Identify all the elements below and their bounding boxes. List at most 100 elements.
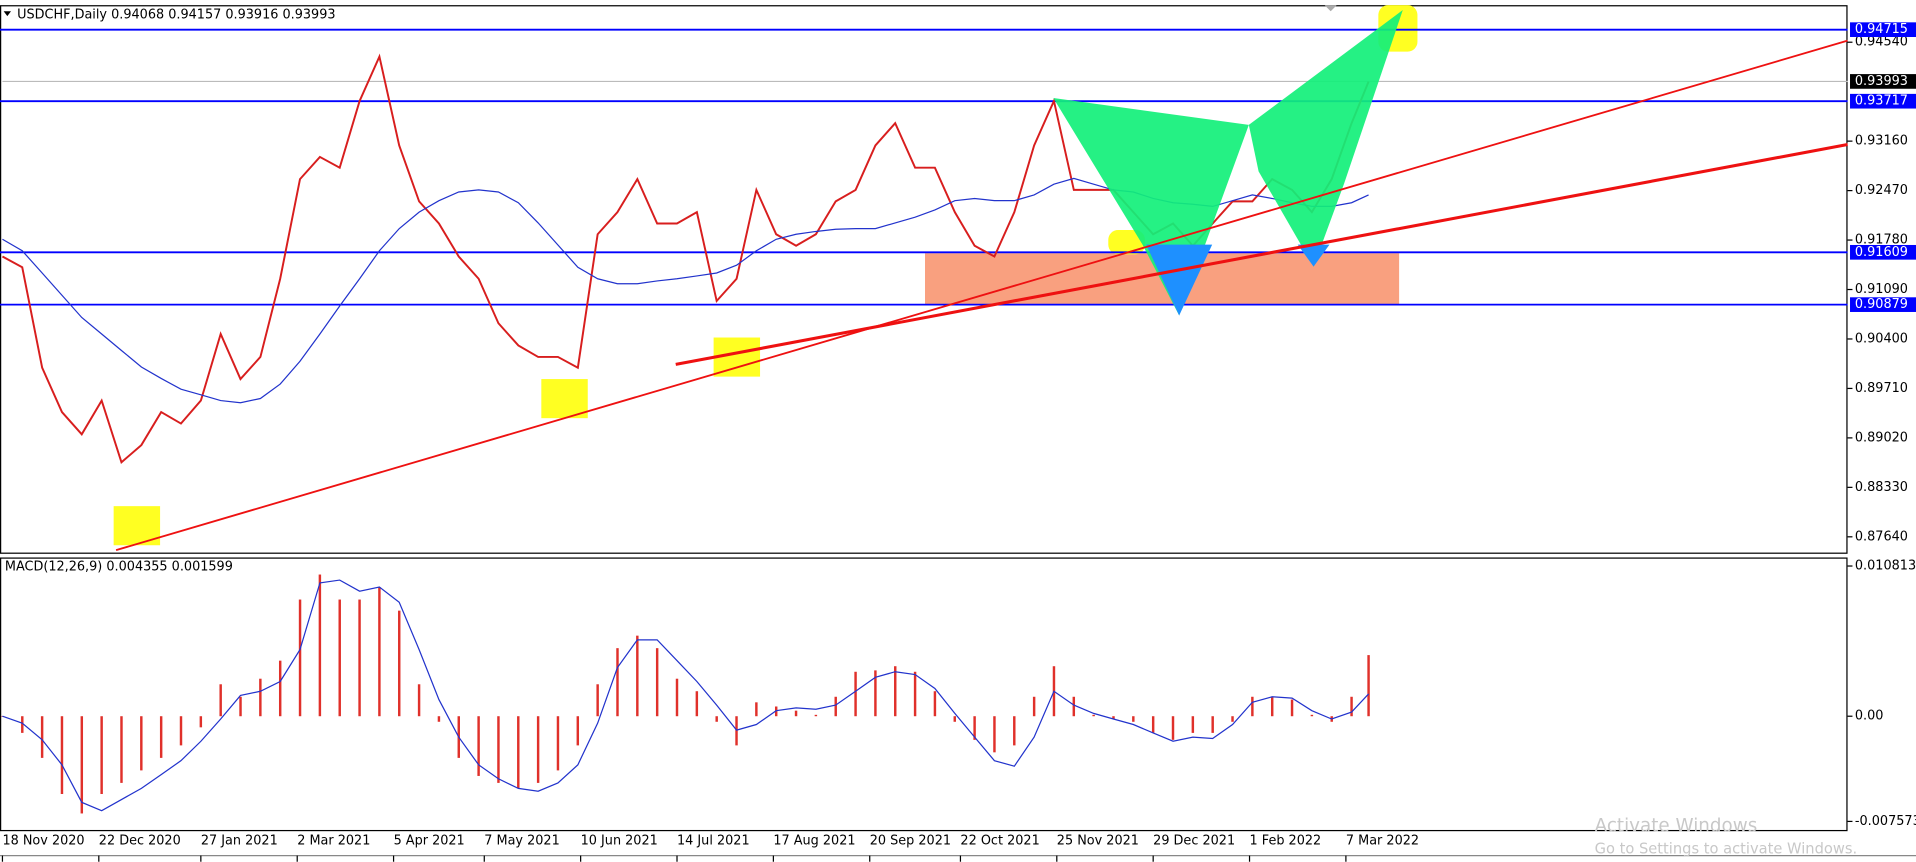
trend-line: [115, 39, 1848, 552]
level-label-box: [1850, 22, 1916, 38]
x-tick-label: 14 Jul 2021: [677, 833, 750, 848]
histogram-bar: [556, 716, 560, 771]
level-label: 0.94715: [1855, 22, 1908, 37]
histogram-bar: [298, 599, 302, 717]
histogram-bar: [913, 671, 917, 717]
histogram-bar: [1171, 716, 1175, 740]
histogram-bar: [199, 716, 203, 728]
histogram-bar: [80, 716, 84, 814]
histogram-bar: [159, 716, 163, 758]
histogram-bar: [1151, 716, 1155, 733]
histogram-bar: [219, 684, 222, 717]
histogram-bar: [536, 716, 540, 783]
x-tick-label: 1 Feb 2022: [1250, 833, 1322, 848]
x-tick-label: 7 May 2021: [484, 833, 559, 848]
histogram-bar: [1367, 655, 1370, 717]
series-line: [2, 579, 1370, 812]
histogram-bar: [636, 635, 639, 717]
y-tick-label: 0.89020: [1855, 430, 1908, 445]
histogram-bar: [1270, 696, 1274, 717]
histogram-bar: [1191, 716, 1195, 733]
histogram-bar: [755, 702, 758, 717]
y-tick-label: 0.010813: [1855, 559, 1916, 574]
x-tick-label: 22 Dec 2020: [99, 833, 181, 848]
pattern-point: [1297, 244, 1330, 267]
histogram-bar: [140, 716, 143, 771]
histogram-bar: [695, 691, 699, 717]
histogram-bar: [398, 610, 401, 717]
histogram-bar: [60, 716, 64, 795]
pattern-triangle: [1053, 98, 1249, 316]
histogram-bar: [179, 716, 183, 746]
highlight: [541, 379, 588, 419]
y-tick-label: 0.91090: [1855, 282, 1908, 297]
histogram-bar: [616, 648, 619, 717]
histogram-bar: [576, 716, 580, 746]
histogram-bar: [1350, 696, 1353, 717]
y-tick-label: 0.90400: [1855, 331, 1908, 346]
macd-title: MACD(12,26,9) 0.004355 0.001599: [5, 560, 233, 575]
histogram-bar: [338, 599, 341, 717]
histogram-bar: [596, 684, 599, 717]
trend-line: [675, 142, 1848, 366]
y-tick-label: 0.89710: [1855, 381, 1908, 396]
histogram-bar: [874, 670, 877, 717]
level-label: 0.93717: [1855, 94, 1908, 109]
histogram-bar: [1290, 699, 1294, 717]
histogram-bar: [517, 716, 520, 789]
histogram-bar: [318, 574, 322, 717]
histogram-bar: [477, 716, 480, 776]
histogram-bar: [21, 716, 24, 733]
histogram-bar: [239, 696, 242, 717]
price-pane: [0, 5, 1848, 554]
macd-pane: [0, 557, 1848, 832]
histogram-bar: [1211, 716, 1214, 733]
last-price-box: [1850, 74, 1916, 89]
x-tick-label: 10 Jun 2021: [581, 833, 658, 848]
histogram-bar: [1112, 716, 1115, 719]
last-price-label: 0.93993: [1855, 74, 1908, 89]
histogram-bar: [1132, 716, 1135, 722]
histogram-bar: [437, 716, 441, 722]
x-tick-label: 18 Nov 2020: [2, 833, 84, 848]
pattern-triangle: [1248, 10, 1403, 267]
histogram-bar: [1231, 716, 1234, 722]
level-label: 0.91609: [1855, 245, 1908, 260]
histogram-bar: [1092, 714, 1095, 717]
menu-arrow: [3, 11, 11, 17]
histogram-bar: [417, 684, 421, 717]
pattern-point: [1146, 244, 1213, 316]
x-tick-label: 22 Oct 2021: [960, 833, 1039, 848]
histogram-bar: [834, 696, 837, 717]
histogram-bar: [814, 714, 818, 717]
histogram-bar: [894, 666, 897, 717]
histogram-bar: [497, 716, 500, 783]
y-tick-label: 0.93160: [1855, 134, 1908, 149]
highlight: [1108, 229, 1145, 255]
histogram-bar: [854, 671, 857, 717]
x-tick-label: 5 Apr 2021: [394, 833, 465, 848]
level-label-box: [1850, 244, 1916, 260]
y-tick-label: 0.92470: [1855, 183, 1908, 198]
y-tick-label: 0.88330: [1855, 480, 1908, 495]
histogram-bar: [1013, 716, 1016, 746]
histogram-bar: [735, 716, 738, 746]
histogram-bar: [278, 660, 282, 717]
histogram-bar: [120, 716, 123, 783]
chart-title: USDCHF,Daily 0.94068 0.94157 0.93916 0.9…: [17, 7, 335, 22]
watermark-title: Activate Windows: [1595, 815, 1758, 836]
level-label-box: [1850, 297, 1916, 312]
x-tick-label: 7 Mar 2022: [1346, 833, 1419, 848]
histogram-bar: [655, 648, 659, 717]
histogram-bar: [993, 716, 996, 753]
histogram-bar: [259, 678, 262, 717]
histogram-bar: [973, 716, 976, 740]
data-layer: [0, 28, 1853, 823]
x-tick-label: 25 Nov 2021: [1057, 833, 1139, 848]
histogram-bar: [675, 678, 679, 717]
histogram-bar: [378, 587, 381, 717]
y-tick-label: 0.94540: [1855, 35, 1908, 50]
histogram-bar: [794, 710, 798, 717]
